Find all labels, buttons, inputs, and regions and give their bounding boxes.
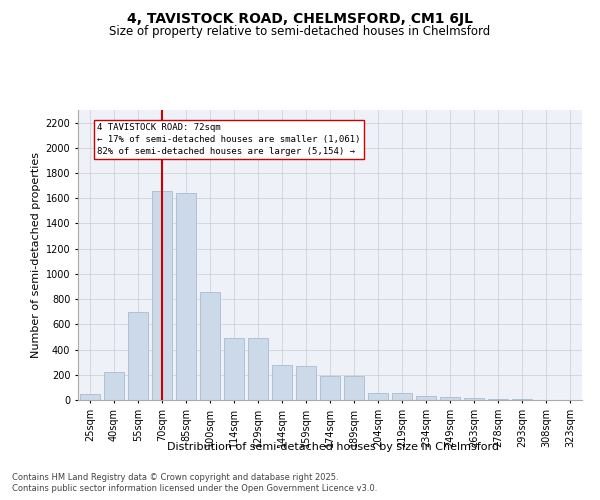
Text: Distribution of semi-detached houses by size in Chelmsford: Distribution of semi-detached houses by …: [167, 442, 499, 452]
Bar: [296, 366, 316, 400]
Bar: [392, 393, 412, 400]
Text: Size of property relative to semi-detached houses in Chelmsford: Size of property relative to semi-detach…: [109, 25, 491, 38]
Text: 4, TAVISTOCK ROAD, CHELMSFORD, CM1 6JL: 4, TAVISTOCK ROAD, CHELMSFORD, CM1 6JL: [127, 12, 473, 26]
Text: Contains public sector information licensed under the Open Government Licence v3: Contains public sector information licen…: [12, 484, 377, 493]
Bar: [80, 394, 100, 400]
Bar: [344, 376, 364, 400]
Bar: [248, 338, 268, 400]
Bar: [176, 193, 196, 400]
Bar: [272, 364, 292, 400]
Text: Contains HM Land Registry data © Crown copyright and database right 2025.: Contains HM Land Registry data © Crown c…: [12, 472, 338, 482]
Bar: [104, 372, 124, 400]
Bar: [200, 292, 220, 400]
Y-axis label: Number of semi-detached properties: Number of semi-detached properties: [31, 152, 41, 358]
Bar: [320, 376, 340, 400]
Bar: [152, 190, 172, 400]
Bar: [464, 398, 484, 400]
Bar: [488, 398, 508, 400]
Bar: [128, 312, 148, 400]
Bar: [416, 396, 436, 400]
Bar: [368, 393, 388, 400]
Text: 4 TAVISTOCK ROAD: 72sqm
← 17% of semi-detached houses are smaller (1,061)
82% of: 4 TAVISTOCK ROAD: 72sqm ← 17% of semi-de…: [97, 123, 361, 156]
Bar: [440, 398, 460, 400]
Bar: [224, 338, 244, 400]
